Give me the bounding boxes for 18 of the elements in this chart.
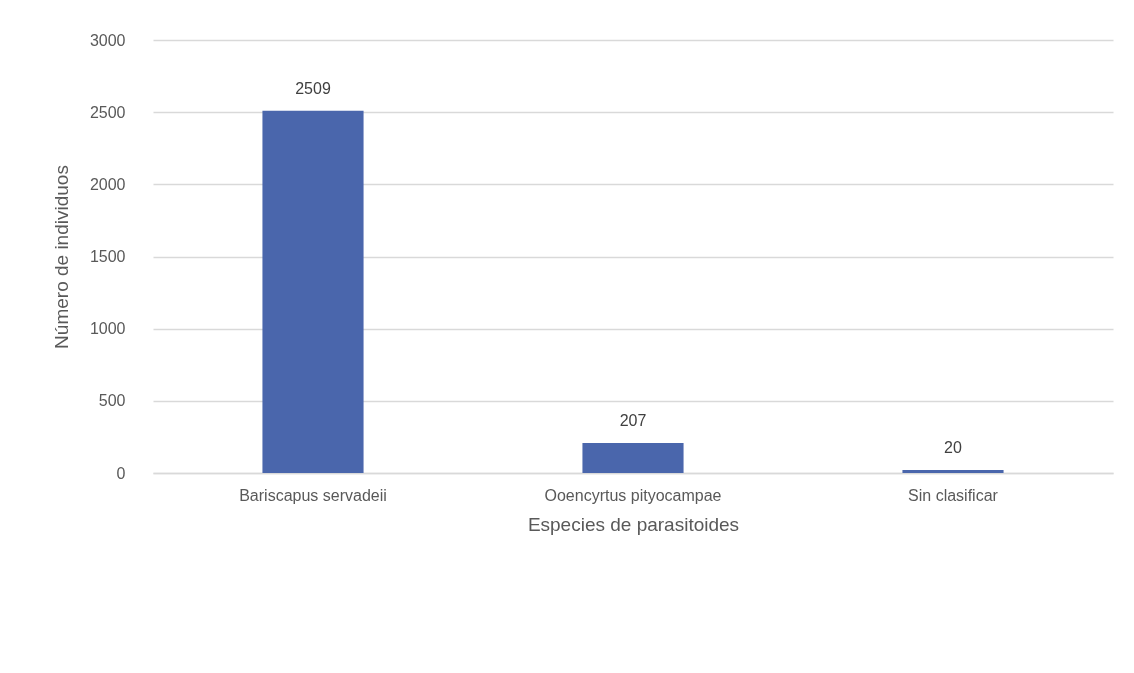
data-label: 20: [944, 439, 962, 457]
y-tick-label: 1500: [89, 248, 126, 265]
data-label: 2509: [295, 79, 331, 97]
y-tick-label: 3000: [89, 31, 126, 49]
y-tick-label: 0: [116, 464, 126, 482]
y-tick-label: 1000: [89, 320, 126, 338]
x-tick-label: Sin clasificar: [908, 486, 999, 504]
x-tick-label: Bariscapus servadeii: [239, 486, 387, 504]
bar: [902, 470, 1004, 473]
y-tick-label: 2000: [89, 175, 126, 193]
y-tick-label: 500: [98, 392, 126, 410]
x-axis-title: Especies de parasitoides: [527, 513, 740, 535]
y-axis-title: Número de individuos: [50, 165, 72, 349]
bar: [582, 443, 684, 473]
x-tick-label: Ooencyrtus pityocampae: [544, 486, 722, 504]
data-label: 207: [619, 412, 647, 430]
y-tick-label: 2500: [89, 103, 126, 121]
bar: [262, 110, 364, 473]
